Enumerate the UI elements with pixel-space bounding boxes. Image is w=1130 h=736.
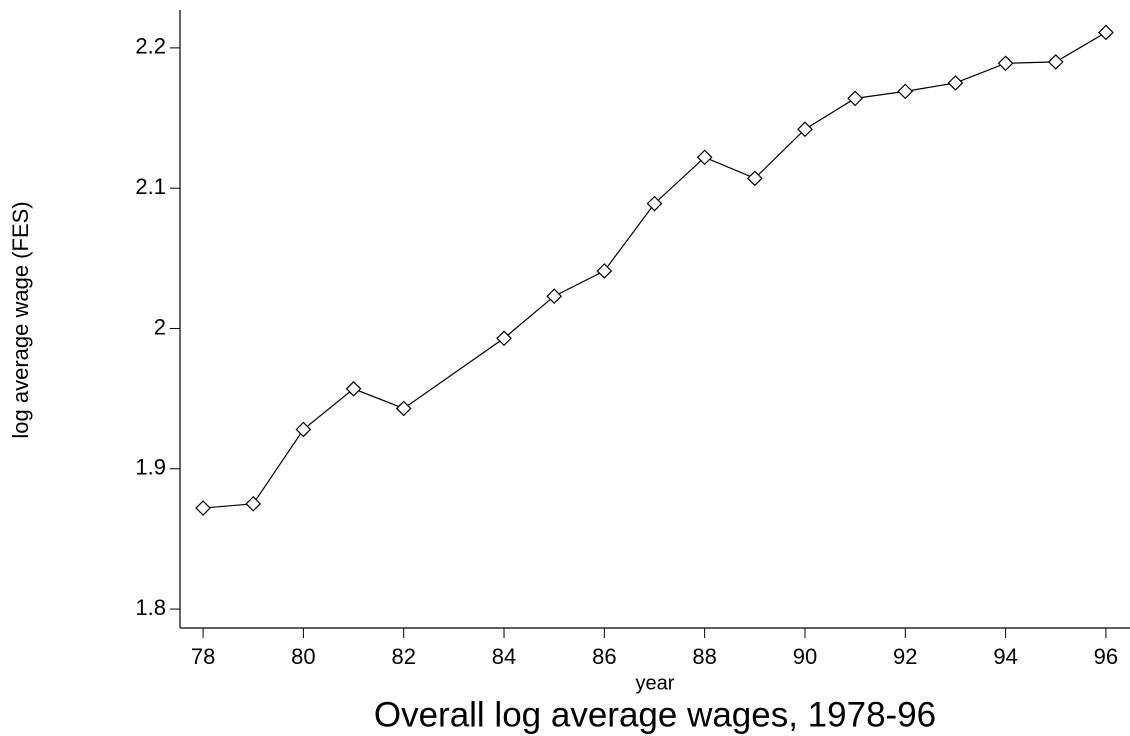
y-tick-label: 1.9 xyxy=(135,455,166,480)
y-tick-label: 2.2 xyxy=(135,34,166,59)
marker xyxy=(696,149,713,166)
marker xyxy=(245,495,262,512)
y-axis-label: log average wage (FES) xyxy=(8,201,33,438)
marker xyxy=(496,330,512,347)
marker xyxy=(546,288,563,305)
y-tick-label: 2 xyxy=(154,314,166,339)
x-tick-label: 80 xyxy=(291,644,315,669)
x-tick-label: 90 xyxy=(793,644,817,669)
marker xyxy=(345,380,362,397)
marker xyxy=(1098,24,1114,41)
marker xyxy=(847,90,863,107)
x-tick-label: 96 xyxy=(1094,644,1118,669)
marker xyxy=(797,121,813,138)
marker xyxy=(997,55,1014,72)
marker xyxy=(897,83,914,100)
marker xyxy=(947,75,964,91)
x-axis-label: year xyxy=(636,672,675,694)
marker xyxy=(1047,54,1064,70)
x-tick-label: 88 xyxy=(692,644,716,669)
x-tick-label: 86 xyxy=(592,644,616,669)
series-line xyxy=(203,31,1107,509)
x-tick-label: 78 xyxy=(191,644,215,669)
x-tick-label: 82 xyxy=(391,644,415,669)
chart-title: Overall log average wages, 1978-96 xyxy=(374,695,936,734)
y-tick-label: 1.8 xyxy=(135,595,166,620)
x-tick-label: 94 xyxy=(993,644,1017,669)
marker xyxy=(596,263,613,279)
marker xyxy=(195,500,211,516)
marker xyxy=(295,421,312,438)
y-tick-label: 2.1 xyxy=(135,174,166,199)
marker xyxy=(646,195,663,212)
x-tick-label: 92 xyxy=(893,644,917,669)
marker xyxy=(395,400,412,417)
x-tick-label: 84 xyxy=(492,644,516,669)
marker xyxy=(746,170,763,187)
